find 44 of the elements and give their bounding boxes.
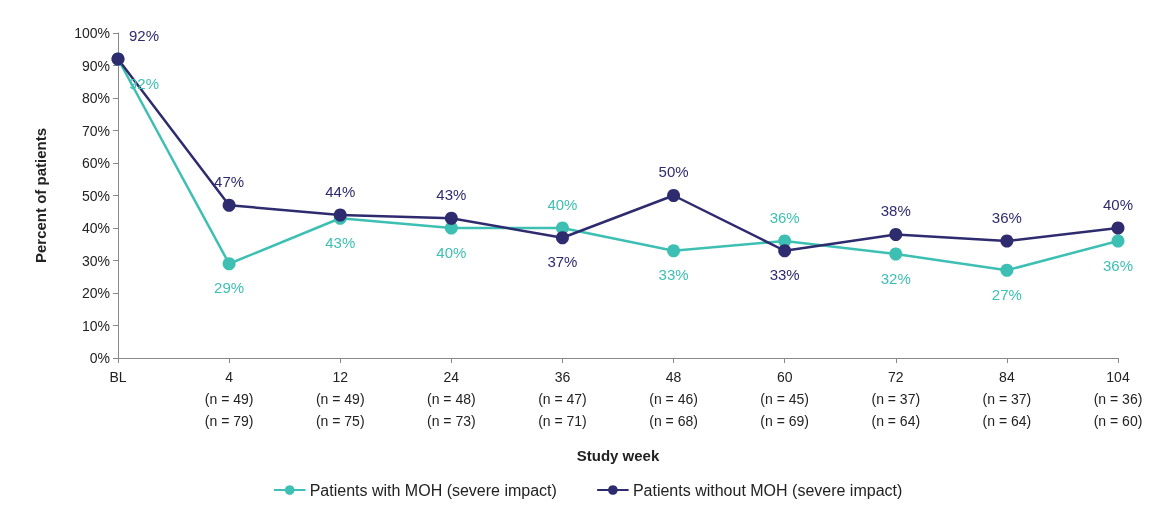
y-tick-label: 80% — [81, 90, 110, 106]
data-label: 50% — [658, 163, 689, 180]
legend-label: Patients with MOH (severe impact) — [309, 481, 557, 499]
y-tick-label: 0% — [89, 350, 110, 366]
x-tick-label: 4 (n = 49) (n = 79) — [204, 369, 254, 429]
y-tick-label: 40% — [81, 220, 110, 236]
data-label: 37% — [547, 253, 578, 271]
data-label: 44% — [325, 182, 356, 200]
data-label: 29% — [214, 279, 245, 297]
y-tick-label: 20% — [81, 285, 110, 301]
data-label: 33% — [658, 266, 689, 284]
data-label: 43% — [436, 185, 467, 203]
data-label: 27% — [991, 285, 1022, 303]
y-tick-label: 50% — [81, 187, 110, 204]
data-label: 32% — [880, 269, 911, 287]
data-label: 33% — [769, 266, 800, 284]
x-tick-label: 60 (n = 45) (n = 69) — [760, 369, 809, 429]
data-label: 36% — [1102, 256, 1134, 274]
data-label: 40% — [436, 243, 467, 261]
y-tick-label: 70% — [81, 122, 110, 139]
x-tick-label: 72 (n = 37) (n = 64) — [871, 369, 921, 429]
data-label: 43% — [325, 233, 356, 251]
y-tick-label: 100% — [74, 25, 110, 41]
y-tick-label: 90% — [81, 57, 110, 74]
x-tick-label: 24 (n = 48) (n = 73) — [427, 369, 476, 429]
x-tick-label: 104 (n = 36) (n = 60) — [1093, 369, 1143, 429]
x-tick-label: BL — [109, 369, 127, 385]
data-label: 40% — [1102, 195, 1134, 213]
x-tick-label: 12 (n = 49) (n = 75) — [315, 369, 365, 429]
x-tick-label: 36 (n = 47) (n = 71) — [538, 369, 587, 429]
data-label: 36% — [991, 208, 1022, 226]
y-axis-title: Percent of patients — [32, 127, 49, 264]
data-label: 92% — [128, 26, 160, 44]
y-tick-label: 30% — [81, 252, 110, 269]
data-label: 38% — [880, 202, 911, 219]
x-axis-title: Study week — [576, 447, 660, 464]
legend-label: Patients without MOH (severe impact) — [632, 481, 903, 499]
data-label: 47% — [214, 172, 245, 190]
y-tick-label: 60% — [81, 155, 110, 171]
y-tick-label: 10% — [81, 317, 110, 334]
data-label: 36% — [769, 208, 800, 226]
data-label: 40% — [547, 195, 578, 213]
x-tick-label: 48 (n = 46) (n = 68) — [649, 369, 698, 429]
x-tick-label: 84 (n = 37) (n = 64) — [982, 369, 1032, 429]
